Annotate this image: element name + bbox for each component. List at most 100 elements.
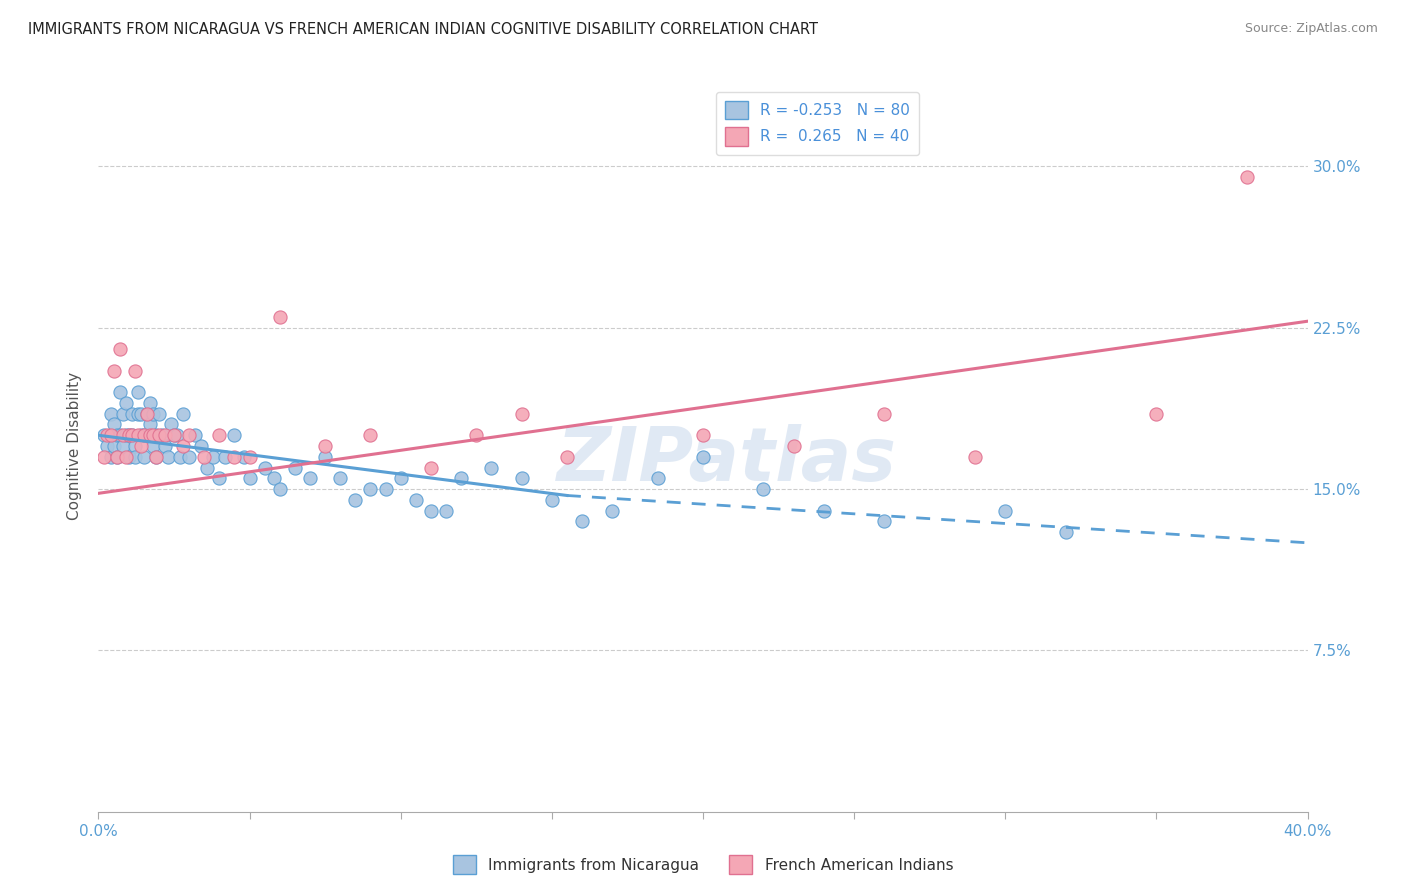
Point [132, 428, 155, 442]
Point [405, 492, 427, 507]
Point [135, 407, 157, 421]
Point [118, 428, 141, 442]
Point [214, 450, 236, 464]
Point [450, 471, 472, 485]
Point [145, 450, 167, 464]
Point [602, 503, 624, 517]
Point [139, 417, 162, 432]
Point [873, 407, 896, 421]
Point [139, 396, 162, 410]
Point [360, 482, 382, 496]
Point [434, 503, 457, 517]
Point [121, 428, 143, 442]
Point [269, 310, 291, 324]
Point [208, 471, 231, 485]
Point [153, 428, 176, 442]
Point [813, 503, 835, 517]
Point [253, 460, 276, 475]
Point [263, 471, 285, 485]
Point [105, 450, 128, 464]
Y-axis label: Cognitive Disability: Cognitive Disability [67, 372, 83, 520]
Point [465, 428, 488, 442]
Point [360, 428, 382, 442]
Legend: R = -0.253   N = 80, R =  0.265   N = 40: R = -0.253 N = 80, R = 0.265 N = 40 [716, 92, 920, 155]
Point [118, 428, 141, 442]
Point [783, 439, 806, 453]
Point [121, 428, 143, 442]
Point [111, 439, 134, 453]
Point [124, 439, 146, 453]
Point [239, 471, 262, 485]
Point [344, 492, 367, 507]
Point [1054, 524, 1077, 539]
Point [692, 428, 714, 442]
Point [132, 450, 155, 464]
Point [132, 428, 155, 442]
Point [389, 471, 412, 485]
Point [127, 428, 149, 442]
Point [374, 482, 396, 496]
Point [135, 407, 157, 421]
Point [142, 439, 165, 453]
Point [103, 364, 125, 378]
Point [105, 450, 128, 464]
Point [172, 407, 194, 421]
Point [124, 364, 146, 378]
Point [148, 407, 170, 421]
Point [100, 428, 122, 442]
Point [142, 428, 165, 442]
Point [121, 407, 143, 421]
Point [103, 417, 125, 432]
Point [994, 503, 1017, 517]
Point [1144, 407, 1167, 421]
Legend: Immigrants from Nicaragua, French American Indians: Immigrants from Nicaragua, French Americ… [447, 849, 959, 880]
Point [114, 428, 136, 442]
Point [239, 450, 262, 464]
Point [269, 482, 291, 496]
Point [108, 342, 131, 356]
Text: ZIPatlas: ZIPatlas [557, 424, 897, 497]
Point [156, 450, 179, 464]
Point [232, 450, 254, 464]
Point [555, 450, 578, 464]
Point [965, 450, 987, 464]
Point [329, 471, 352, 485]
Point [105, 428, 128, 442]
Point [153, 439, 176, 453]
Point [1236, 170, 1258, 185]
Point [179, 428, 201, 442]
Point [163, 428, 186, 442]
Point [510, 407, 533, 421]
Point [100, 407, 122, 421]
Point [314, 450, 336, 464]
Point [193, 450, 215, 464]
Point [93, 428, 115, 442]
Point [93, 450, 115, 464]
Point [108, 385, 131, 400]
Point [314, 439, 336, 453]
Point [96, 439, 118, 453]
Point [420, 503, 443, 517]
Point [299, 471, 322, 485]
Text: IMMIGRANTS FROM NICARAGUA VS FRENCH AMERICAN INDIAN COGNITIVE DISABILITY CORRELA: IMMIGRANTS FROM NICARAGUA VS FRENCH AMER… [28, 22, 818, 37]
Point [510, 471, 533, 485]
Point [124, 450, 146, 464]
Point [184, 428, 207, 442]
Point [873, 514, 896, 528]
Point [148, 428, 170, 442]
Point [108, 428, 131, 442]
Point [647, 471, 669, 485]
Text: Source: ZipAtlas.com: Source: ZipAtlas.com [1244, 22, 1378, 36]
Point [145, 450, 167, 464]
Point [169, 450, 191, 464]
Point [190, 439, 212, 453]
Point [179, 450, 201, 464]
Point [114, 450, 136, 464]
Point [111, 407, 134, 421]
Point [129, 439, 152, 453]
Point [160, 417, 183, 432]
Point [752, 482, 775, 496]
Point [114, 396, 136, 410]
Point [139, 428, 162, 442]
Point [172, 439, 194, 453]
